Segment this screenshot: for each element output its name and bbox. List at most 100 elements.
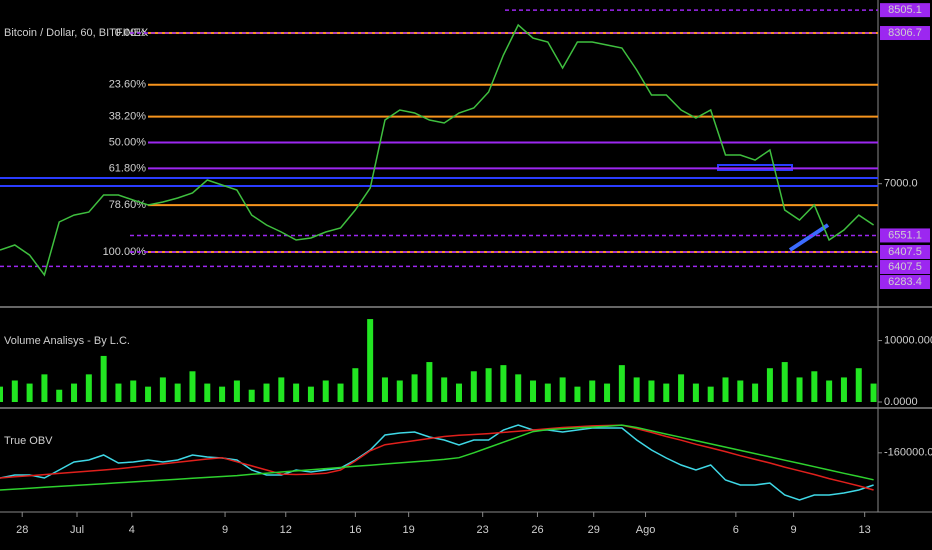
price-marker	[880, 245, 930, 260]
volume-bar	[145, 386, 152, 402]
volume-bar	[870, 383, 877, 402]
volume-bar	[441, 377, 448, 402]
y-tick-label: -160000.0000	[884, 447, 932, 459]
volume-bar	[811, 371, 818, 402]
x-tick-label: 13	[859, 524, 871, 536]
fib-label: 23.60%	[109, 79, 147, 91]
y-tick-label: 10000.0000	[884, 334, 932, 346]
volume-bar	[233, 380, 240, 402]
price-marker-label: 8306.7	[888, 27, 922, 39]
x-tick-label: Jul	[70, 524, 84, 536]
volume-bar	[781, 362, 788, 402]
fib-label: 50.00%	[109, 136, 147, 148]
volume-bar	[411, 374, 418, 402]
volume-bar	[115, 383, 122, 402]
x-tick-label: 19	[403, 524, 415, 536]
volume-bar	[204, 383, 211, 402]
trend-line	[788, 223, 830, 252]
fib-label: 100.00%	[103, 246, 147, 258]
volume-bar	[352, 368, 359, 402]
chart-title: Bitcoin / Dollar, 60, BITFINEX	[4, 27, 149, 39]
price-marker-label: 6551.1	[888, 229, 922, 241]
price-line	[0, 23, 875, 277]
volume-bar	[381, 377, 388, 402]
volume-bar	[826, 380, 833, 402]
fib-label: 61.80%	[109, 162, 147, 174]
volume-bar	[85, 374, 92, 402]
x-tick-label: 6	[733, 524, 739, 536]
volume-bar	[470, 371, 477, 402]
y-tick-label: 0.0000	[884, 396, 918, 408]
volume-bar	[633, 377, 640, 402]
x-tick-label: 16	[349, 524, 361, 536]
volume-bar	[337, 383, 344, 402]
obv-line	[0, 424, 874, 491]
indicator-title: Volume Analisys - By L.C.	[4, 335, 130, 347]
volume-bar	[219, 386, 226, 402]
price-marker	[880, 3, 930, 18]
volume-bar	[307, 386, 314, 402]
volume-bar	[544, 383, 551, 402]
obv-line	[0, 424, 874, 501]
volume-bar	[589, 380, 596, 402]
volume-bar	[426, 362, 433, 402]
volume-bar	[692, 383, 699, 402]
x-tick-label: 28	[16, 524, 28, 536]
volume-bar	[248, 389, 255, 402]
volume-bar	[278, 377, 285, 402]
x-tick-label: Ago	[636, 524, 656, 536]
volume-bar	[722, 377, 729, 402]
y-tick-label: 7000.0	[884, 178, 918, 190]
volume-bar	[737, 380, 744, 402]
x-tick-label: 9	[791, 524, 797, 536]
volume-bar	[648, 380, 655, 402]
fib-label: 78.60%	[109, 199, 147, 211]
volume-bar	[530, 380, 537, 402]
volume-bar	[130, 380, 137, 402]
fib-label: 38.20%	[109, 111, 147, 123]
volume-bar	[752, 383, 759, 402]
volume-bar	[0, 386, 3, 402]
volume-bar	[174, 383, 181, 402]
obv-line	[0, 424, 874, 491]
volume-bar	[455, 383, 462, 402]
volume-bar	[56, 389, 63, 402]
price-marker-label: 6407.5	[888, 246, 922, 258]
volume-bar	[796, 377, 803, 402]
volume-bar	[26, 383, 33, 402]
volume-bar	[263, 383, 270, 402]
x-tick-label: 12	[280, 524, 292, 536]
volume-bar	[41, 374, 48, 402]
volume-bar	[574, 386, 581, 402]
volume-bar	[855, 368, 862, 402]
volume-bar	[189, 371, 196, 402]
volume-bar	[766, 368, 773, 402]
price-marker-label: 8505.1	[888, 4, 922, 16]
volume-bar	[604, 383, 611, 402]
volume-bar	[293, 383, 300, 402]
volume-bar	[11, 380, 18, 402]
x-tick-label: 9	[222, 524, 228, 536]
x-tick-label: 26	[531, 524, 543, 536]
volume-bar	[707, 386, 714, 402]
volume-bar	[515, 374, 522, 402]
volume-bar	[678, 374, 685, 402]
volume-bar	[100, 355, 107, 402]
x-tick-label: 4	[129, 524, 135, 536]
volume-bar	[559, 377, 566, 402]
volume-bar	[71, 383, 78, 402]
x-tick-label: 29	[588, 524, 600, 536]
volume-bar	[618, 365, 625, 402]
price-marker-label: 6407.5	[888, 261, 922, 273]
volume-bar	[159, 377, 166, 402]
price-marker	[880, 275, 930, 290]
price-marker	[880, 228, 930, 243]
volume-bar	[485, 368, 492, 402]
volume-bar	[367, 319, 374, 402]
indicator-title: True OBV	[4, 435, 53, 447]
price-marker-label: 6283.4	[888, 276, 922, 288]
price-marker	[880, 26, 930, 41]
volume-bar	[500, 365, 507, 402]
x-tick-label: 23	[477, 524, 489, 536]
